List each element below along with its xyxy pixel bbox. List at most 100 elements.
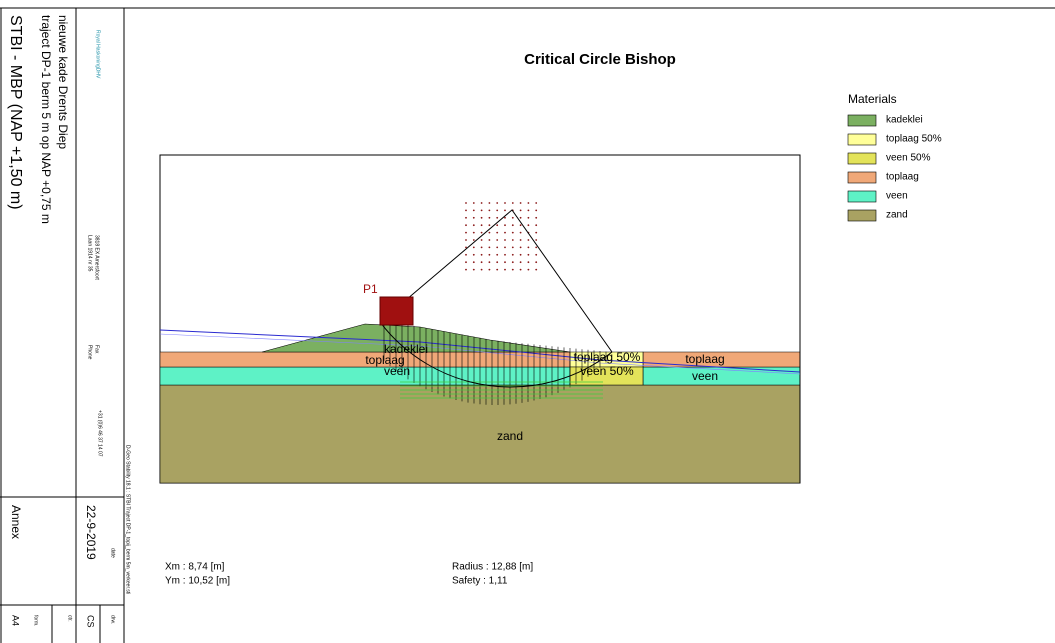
slip-circle (379, 321, 613, 388)
load-label: P1 (363, 282, 378, 296)
grid-dot (519, 268, 522, 271)
grid-dot (488, 246, 491, 249)
layer-label: toplaag (685, 352, 724, 366)
grid-dot (504, 209, 506, 212)
grid-dot (511, 261, 514, 264)
grid-dot (488, 253, 491, 256)
form-label: form. (33, 615, 39, 626)
legend-swatch (847, 171, 877, 184)
legend-label: veen (886, 191, 908, 202)
title-block: STBI - MBP (NAP +1,50 m) traject DP-1 be… (7, 15, 131, 628)
grid-dot (465, 231, 467, 234)
grid-dot (465, 261, 467, 264)
grid-dot (496, 261, 499, 264)
grid-dot (488, 216, 491, 219)
address-1: Laan 1914 nr 35 (87, 235, 93, 272)
checked-label: ctr. (67, 615, 73, 622)
grid-dot (472, 246, 475, 249)
grid-dot (465, 253, 467, 256)
address-2: 3818 EX Amersfoort (94, 235, 100, 280)
grid-dot (535, 253, 538, 256)
grid-dot (472, 231, 475, 234)
grid-dot (488, 239, 491, 241)
layer-label: veen (692, 369, 718, 383)
grid-dot (496, 268, 499, 271)
grid-dot (472, 202, 475, 204)
grid-dot (496, 202, 499, 204)
layer-label: kadeklei (384, 342, 428, 356)
cross-section: P1 kadeklei toplaag veen toplaag 50% vee… (159, 154, 801, 484)
layer-label: toplaag 50% (574, 350, 641, 364)
grid-dot (519, 209, 522, 212)
slices (383, 325, 607, 405)
grid-dot (535, 216, 538, 219)
drawn: CS (86, 615, 96, 628)
grid-dot (496, 231, 499, 234)
grid-dot (504, 231, 506, 234)
grid-dot (511, 231, 514, 234)
grid-dot (480, 224, 483, 227)
grid-dot (504, 216, 506, 219)
grid-dot (527, 224, 530, 227)
grid-dot (465, 246, 467, 249)
grid-dot (519, 231, 522, 234)
grid-dot (527, 268, 530, 271)
date: 22-9-2019 (84, 505, 98, 560)
grid-dot (511, 246, 514, 249)
grid-dot (480, 246, 483, 249)
company-logo: Royal HaskoningDHV (95, 30, 101, 79)
grid-dot (472, 216, 475, 219)
grid-dot (488, 202, 491, 204)
grid-dot (472, 261, 475, 264)
grid-dot (519, 253, 522, 256)
grid-dot (488, 231, 491, 234)
grid-dot (480, 216, 483, 219)
drawn-label: drw. (110, 615, 116, 624)
grid-dot (527, 216, 530, 219)
grid-dot (527, 261, 530, 264)
legend-title: Materials (848, 92, 897, 106)
grid-dot (504, 246, 506, 249)
layer-label: zand (497, 429, 523, 443)
grid-dot (488, 268, 491, 271)
result-ym: Ym : 10,52 [m] (165, 576, 230, 587)
drawing-title: Critical Circle Bishop (524, 51, 676, 68)
grid-dot (480, 231, 483, 234)
grid-dot (465, 224, 467, 227)
results: Xm : 8,74 [m] Ym : 10,52 [m] Radius : 12… (165, 562, 533, 587)
legend: Materials kadeklei toplaag 50% veen 50% top… (847, 92, 942, 222)
load-p1 (379, 296, 414, 326)
grid-dot (480, 261, 483, 264)
grid-dot (527, 202, 530, 204)
grid-dot (488, 209, 491, 212)
layer-label: veen 50% (580, 364, 634, 378)
layer-label: veen (384, 364, 410, 378)
grid-dot (472, 268, 475, 271)
grid-dot (504, 202, 506, 204)
grid-dot (496, 253, 499, 256)
grid-dot (535, 224, 538, 227)
grid-dot (496, 239, 499, 241)
file-name: D-Geo Stability 18.1 : STBI Traject DP-1… (125, 445, 131, 594)
grid-dot (519, 239, 522, 241)
legend-label: kadeklei (886, 115, 923, 126)
legend-label: zand (886, 210, 908, 221)
grid-dot (465, 239, 467, 241)
grid-dot (535, 268, 538, 271)
grid-dot (496, 209, 499, 212)
grid-dot (465, 268, 467, 271)
legend-swatch (847, 114, 877, 127)
grid-dot (511, 239, 514, 241)
grid-dot (472, 224, 475, 227)
sheet-title: STBI - MBP (NAP +1,50 m) (7, 15, 24, 210)
grid-dot (511, 253, 514, 256)
grid-dot (519, 224, 522, 227)
grid-dot (504, 239, 506, 241)
grid-dot (519, 202, 522, 204)
radius-lines (379, 209, 613, 353)
grid-dot (488, 261, 491, 264)
result-xm: Xm : 8,74 [m] (165, 562, 225, 573)
legend-swatch (847, 133, 877, 146)
subtitle: traject DP-1 berm 5 m op NAP +0,75 m (39, 15, 53, 224)
legend-swatch (847, 190, 877, 203)
